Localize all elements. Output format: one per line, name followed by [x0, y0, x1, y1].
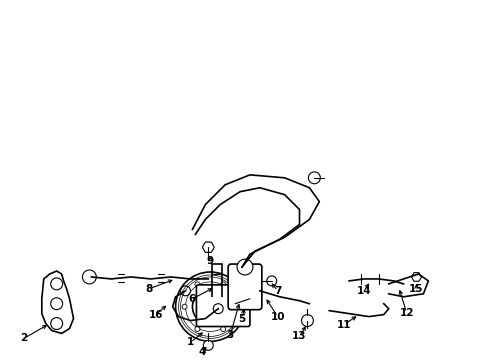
Circle shape — [266, 276, 276, 286]
Circle shape — [203, 242, 213, 252]
Circle shape — [203, 341, 213, 350]
Polygon shape — [41, 271, 73, 333]
Text: 10: 10 — [270, 312, 285, 321]
FancyBboxPatch shape — [228, 264, 261, 310]
Circle shape — [182, 304, 186, 309]
Text: 14: 14 — [356, 286, 370, 296]
Text: 2: 2 — [20, 333, 27, 343]
Polygon shape — [411, 273, 421, 281]
Text: 16: 16 — [148, 310, 163, 320]
FancyBboxPatch shape — [196, 285, 249, 327]
Circle shape — [220, 327, 225, 332]
Text: 7: 7 — [273, 286, 281, 296]
Circle shape — [233, 304, 238, 309]
Text: 6: 6 — [188, 294, 196, 304]
Text: 12: 12 — [399, 308, 413, 318]
Circle shape — [247, 294, 255, 302]
Circle shape — [195, 327, 200, 332]
Text: 11: 11 — [336, 320, 351, 329]
Text: 4: 4 — [198, 347, 205, 357]
Circle shape — [195, 282, 200, 287]
Circle shape — [220, 282, 225, 287]
Polygon shape — [202, 242, 214, 252]
Text: 15: 15 — [408, 284, 423, 294]
Text: 1: 1 — [186, 337, 194, 347]
Text: 9: 9 — [206, 256, 213, 266]
Text: 13: 13 — [292, 332, 306, 341]
Text: 3: 3 — [226, 330, 233, 341]
Circle shape — [237, 259, 252, 275]
Text: 5: 5 — [238, 314, 245, 324]
Circle shape — [82, 270, 96, 284]
Text: 8: 8 — [145, 284, 152, 294]
